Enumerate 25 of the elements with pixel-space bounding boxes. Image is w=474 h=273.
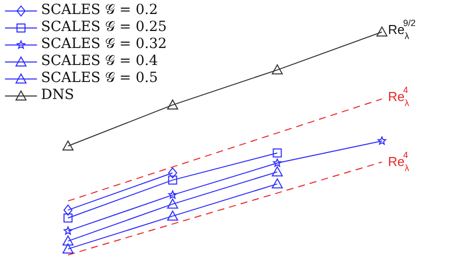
point [168,167,178,178]
legend-label: SCALES 𝒢 = 0.5 [41,70,158,87]
point [272,166,283,176]
point [64,204,73,216]
point [62,243,74,254]
point [272,178,283,188]
point [376,26,388,36]
legend-label: SCALES 𝒢 = 0.32 [41,36,167,53]
legend-label: SCALES 𝒢 = 0.2 [41,2,158,19]
point [167,210,178,221]
point [272,64,283,74]
point [167,99,178,110]
legend-label: DNS [41,87,74,104]
legend-label: SCALES 𝒢 = 0.25 [41,19,167,36]
point [272,158,282,167]
point [62,236,74,246]
point [168,190,177,199]
point [62,140,74,150]
point [168,176,178,185]
legend-label: SCALES 𝒢 = 0.4 [41,53,158,70]
point [378,136,386,145]
point [272,148,282,158]
point [167,198,178,209]
point [64,226,72,235]
point [64,214,73,222]
